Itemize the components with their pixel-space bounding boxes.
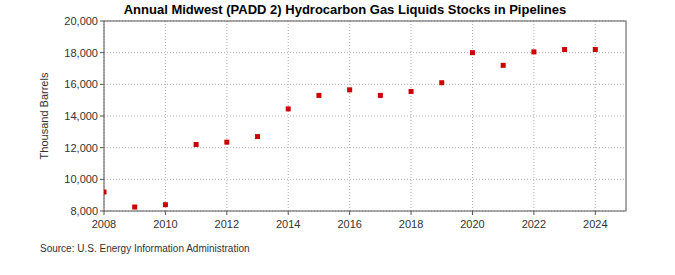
x-tick-label: 2016 bbox=[337, 218, 361, 230]
tick bbox=[100, 21, 104, 22]
y-tick-label: 18,000 bbox=[64, 47, 98, 59]
tick bbox=[472, 211, 473, 215]
point bbox=[501, 63, 506, 68]
point bbox=[163, 202, 168, 207]
x-tick-label: 2012 bbox=[215, 218, 239, 230]
tick bbox=[533, 211, 534, 215]
tick bbox=[104, 211, 105, 215]
tick bbox=[411, 211, 412, 215]
point bbox=[316, 93, 321, 98]
point bbox=[562, 47, 567, 52]
tick bbox=[165, 211, 166, 215]
point bbox=[347, 87, 352, 92]
grid-line bbox=[472, 21, 473, 211]
y-tick-label: 12,000 bbox=[64, 142, 98, 154]
point bbox=[409, 89, 414, 94]
x-tick-label: 2022 bbox=[522, 218, 546, 230]
tick bbox=[100, 179, 104, 180]
tick bbox=[288, 211, 289, 215]
y-tick-label: 14,000 bbox=[64, 110, 98, 122]
x-tick-label: 2014 bbox=[276, 218, 300, 230]
point bbox=[194, 142, 199, 147]
grid-line bbox=[288, 21, 289, 211]
point bbox=[378, 93, 383, 98]
grid-line bbox=[104, 147, 626, 148]
tick bbox=[226, 211, 227, 215]
tick bbox=[595, 211, 596, 215]
point bbox=[439, 80, 444, 85]
point bbox=[470, 50, 475, 55]
tick bbox=[100, 211, 104, 212]
grid-line bbox=[104, 52, 626, 53]
point bbox=[255, 134, 260, 139]
tick bbox=[100, 116, 104, 117]
y-tick-label: 8,000 bbox=[70, 205, 98, 217]
source: Source: U.S. Energy Information Administ… bbox=[40, 243, 250, 254]
grid-line bbox=[165, 21, 166, 211]
y-tick-label: 10,000 bbox=[64, 173, 98, 185]
grid-line bbox=[411, 21, 412, 211]
grid-line bbox=[104, 179, 626, 180]
y-tick-label: 20,000 bbox=[64, 15, 98, 27]
point bbox=[286, 106, 291, 111]
grid-line bbox=[226, 21, 227, 211]
tick bbox=[100, 147, 104, 148]
grid-line bbox=[104, 84, 626, 85]
grid-line bbox=[349, 21, 350, 211]
y-tick-label: 16,000 bbox=[64, 78, 98, 90]
points bbox=[104, 47, 598, 210]
title: Annual Midwest (PADD 2) Hydrocarbon Gas … bbox=[124, 2, 567, 17]
point bbox=[104, 190, 107, 195]
grid-line bbox=[104, 116, 626, 117]
x-tick-label: 2020 bbox=[460, 218, 484, 230]
point bbox=[593, 47, 598, 52]
tick bbox=[349, 211, 350, 215]
plot-frame bbox=[104, 21, 626, 211]
x-tick-label: 2024 bbox=[583, 218, 607, 230]
tick bbox=[100, 52, 104, 53]
y-axis-label: Thousand Barrels bbox=[38, 72, 50, 159]
point bbox=[224, 140, 229, 145]
point bbox=[132, 205, 137, 210]
x-tick-label: 2008 bbox=[92, 218, 116, 230]
point bbox=[531, 49, 536, 54]
chart: Annual Midwest (PADD 2) Hydrocarbon Gas … bbox=[0, 0, 675, 275]
x-tick-label: 2010 bbox=[153, 218, 177, 230]
plot-background bbox=[104, 21, 626, 211]
x-tick-label: 2018 bbox=[399, 218, 423, 230]
tick bbox=[100, 84, 104, 85]
